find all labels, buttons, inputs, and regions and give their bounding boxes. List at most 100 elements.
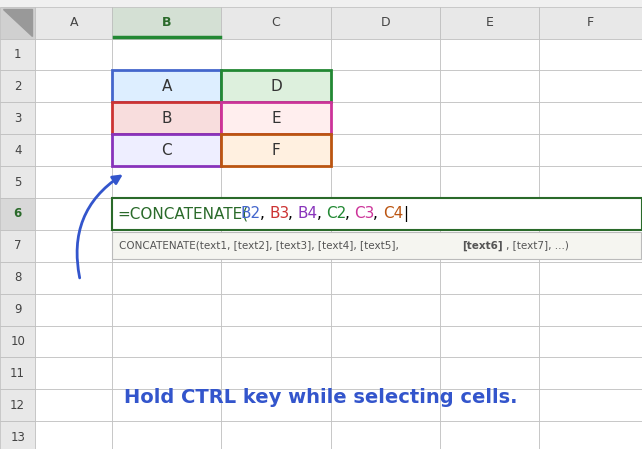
- FancyArrowPatch shape: [77, 176, 120, 278]
- Bar: [331, 389, 440, 421]
- Bar: [331, 7, 440, 39]
- Text: 4: 4: [14, 144, 21, 157]
- Bar: [35, 70, 112, 102]
- Text: D: D: [270, 79, 282, 94]
- Bar: [539, 389, 642, 421]
- Bar: [221, 357, 331, 389]
- Text: C3: C3: [354, 207, 375, 221]
- Bar: [112, 70, 221, 102]
- Text: [text6]: [text6]: [462, 240, 503, 251]
- Bar: [112, 389, 221, 421]
- Bar: [0, 294, 35, 326]
- Bar: [112, 7, 221, 39]
- Bar: [331, 198, 440, 230]
- Bar: [539, 134, 642, 166]
- Bar: [35, 134, 112, 166]
- Bar: [0, 134, 35, 166]
- Bar: [221, 39, 331, 70]
- Text: B4: B4: [297, 207, 318, 221]
- Bar: [539, 326, 642, 357]
- Text: CONCATENATE(text1, [text2], [text3], [text4], [text5],: CONCATENATE(text1, [text2], [text3], [te…: [119, 240, 402, 251]
- Bar: [0, 198, 35, 230]
- Bar: [440, 230, 539, 262]
- Text: E: E: [485, 16, 494, 29]
- Bar: [35, 389, 112, 421]
- Bar: [0, 421, 35, 449]
- Bar: [221, 326, 331, 357]
- Bar: [331, 134, 440, 166]
- Bar: [440, 134, 539, 166]
- Bar: [35, 230, 112, 262]
- Bar: [331, 39, 440, 70]
- Bar: [440, 39, 539, 70]
- Text: 1: 1: [14, 48, 21, 61]
- Text: 13: 13: [10, 431, 25, 444]
- Text: B3: B3: [269, 207, 290, 221]
- Bar: [35, 102, 112, 134]
- Bar: [539, 262, 642, 294]
- Bar: [112, 198, 221, 230]
- Bar: [35, 7, 112, 39]
- Text: 7: 7: [14, 239, 21, 252]
- Text: 5: 5: [14, 176, 21, 189]
- Bar: [331, 262, 440, 294]
- Text: B2: B2: [241, 207, 261, 221]
- Text: 8: 8: [14, 271, 21, 284]
- Text: F: F: [272, 143, 281, 158]
- Bar: [221, 7, 331, 39]
- Bar: [0, 389, 35, 421]
- Bar: [539, 102, 642, 134]
- Bar: [440, 198, 539, 230]
- Bar: [539, 230, 642, 262]
- Text: 9: 9: [14, 303, 21, 316]
- Bar: [112, 230, 221, 262]
- Bar: [331, 70, 440, 102]
- Bar: [35, 357, 112, 389]
- Bar: [221, 198, 331, 230]
- Bar: [221, 166, 331, 198]
- Bar: [35, 198, 112, 230]
- Text: B: B: [162, 111, 172, 126]
- Bar: [35, 166, 112, 198]
- Bar: [440, 7, 539, 39]
- Bar: [539, 70, 642, 102]
- Bar: [112, 102, 221, 134]
- Bar: [331, 326, 440, 357]
- Bar: [112, 421, 221, 449]
- Bar: [221, 230, 331, 262]
- Bar: [112, 357, 221, 389]
- Bar: [112, 326, 221, 357]
- Bar: [221, 134, 331, 166]
- Text: B: B: [162, 16, 171, 29]
- Text: C4: C4: [383, 207, 403, 221]
- Text: F: F: [587, 16, 594, 29]
- Bar: [440, 166, 539, 198]
- Bar: [440, 70, 539, 102]
- Bar: [35, 39, 112, 70]
- Bar: [112, 134, 221, 166]
- Bar: [221, 102, 331, 134]
- Bar: [35, 421, 112, 449]
- Bar: [440, 294, 539, 326]
- Bar: [221, 262, 331, 294]
- Bar: [112, 294, 221, 326]
- Bar: [112, 102, 221, 134]
- Bar: [0, 230, 35, 262]
- Bar: [440, 102, 539, 134]
- Bar: [112, 166, 221, 198]
- Bar: [0, 262, 35, 294]
- Text: 2: 2: [14, 80, 21, 93]
- Bar: [221, 70, 331, 102]
- Polygon shape: [3, 9, 32, 36]
- Text: ,: ,: [345, 207, 350, 221]
- Bar: [440, 357, 539, 389]
- Text: , [text7], ...): , [text7], ...): [507, 240, 569, 251]
- Bar: [0, 166, 35, 198]
- Text: 6: 6: [13, 207, 22, 220]
- Bar: [221, 421, 331, 449]
- Bar: [440, 326, 539, 357]
- Text: E: E: [272, 111, 281, 126]
- Text: 3: 3: [14, 112, 21, 125]
- Bar: [35, 262, 112, 294]
- Text: C: C: [162, 143, 172, 158]
